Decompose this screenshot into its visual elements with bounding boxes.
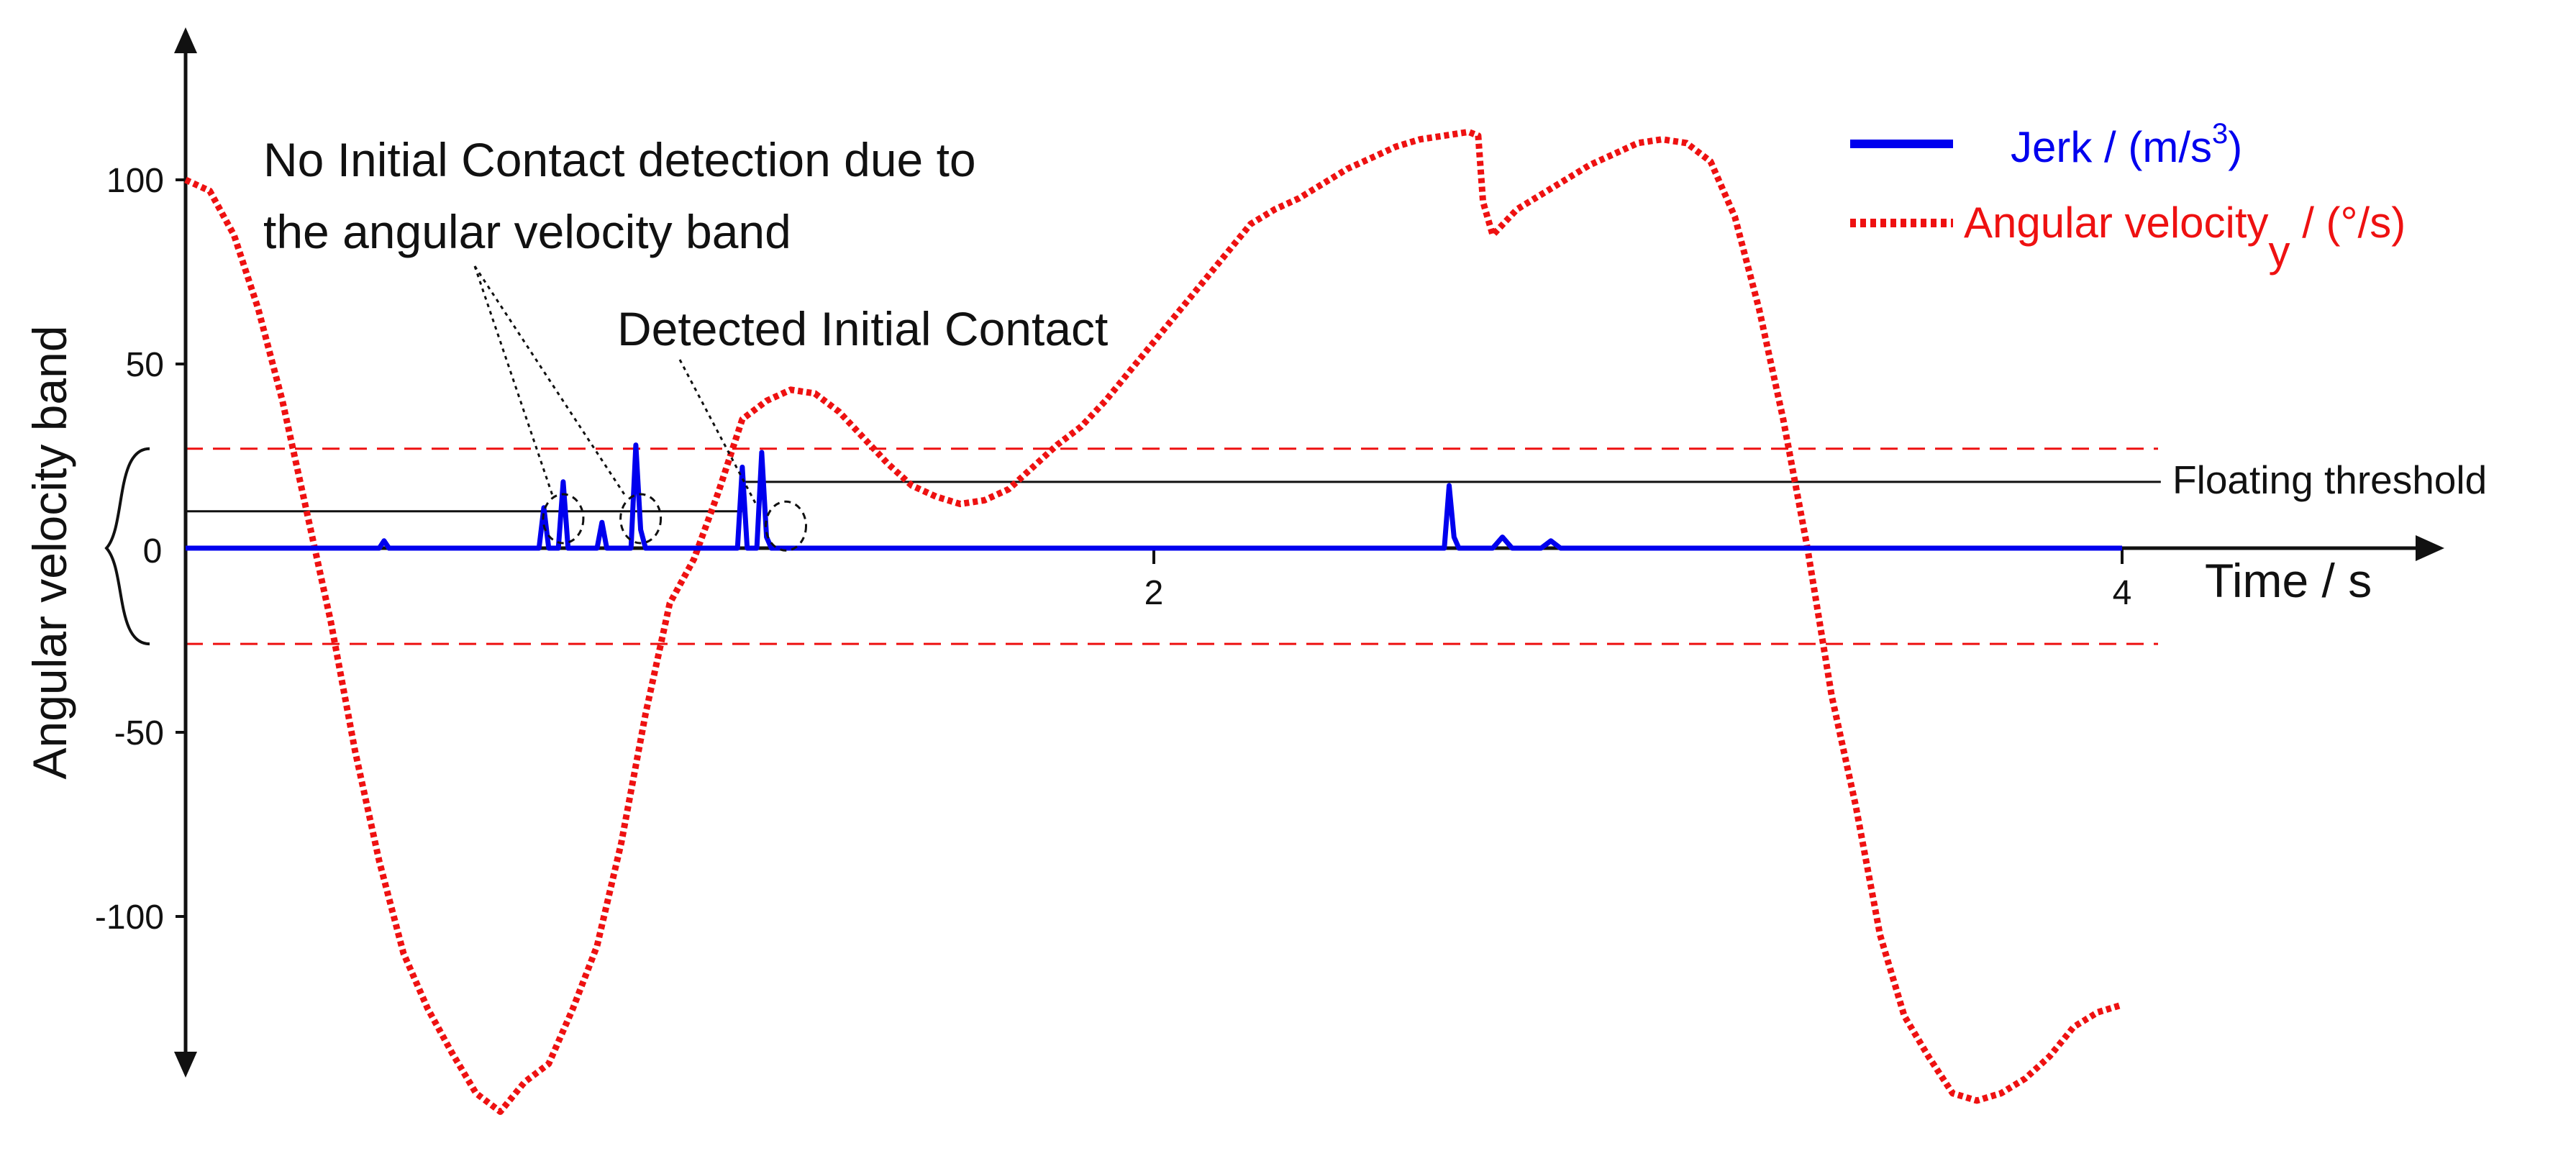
legend: Jerk / (m/s3) Angular velocityy / (°/s) [1850, 118, 2406, 276]
circle-no-ic-2 [619, 493, 663, 545]
y-tick-label: -50 [114, 714, 164, 752]
x-tick-label: 2 [1144, 574, 1164, 612]
floating-threshold-lines [186, 481, 2161, 513]
leader-no-ic-1 [473, 265, 555, 499]
band-lines [104, 447, 2158, 646]
series-line-jerk [186, 442, 2122, 551]
leader-detected-ic [678, 359, 758, 506]
circle-no-ic-1 [542, 493, 585, 545]
band-brace [104, 447, 150, 646]
x-tick-label: 4 [2113, 574, 2132, 612]
leader-no-ic-2 [473, 265, 627, 498]
floating-threshold-label: Floating threshold [2172, 458, 2487, 502]
y-tick-label: 100 [106, 162, 164, 200]
annotation-no-ic-line-2: the angular velocity band [263, 205, 791, 258]
y-tick-label: -100 [95, 898, 164, 937]
circle-detected-ic [765, 500, 808, 552]
y-axis-arrow-bottom [174, 1052, 197, 1078]
y-axis-arrow-top [174, 27, 197, 53]
x-axis-arrow [2416, 535, 2444, 561]
y-axis-label: Angular velocity band [23, 325, 76, 779]
y-tick-label: 50 [126, 346, 164, 384]
series-layer [184, 128, 2124, 1115]
annotation-detected-ic: Detected Initial Contact [617, 302, 1108, 355]
legend-jerk-label: Jerk / (m/s3) [2011, 118, 2242, 171]
zero-tick-label: 0 [143, 532, 163, 570]
legend-angular-label: Angular velocityy / (°/s) [1964, 199, 2406, 276]
x-axis-label: Time / s [2205, 554, 2372, 607]
annotation-layer [473, 265, 808, 552]
series-line-angular-velocity [184, 128, 2124, 1115]
annotation-no-ic-line-1: No Initial Contact detection due to [263, 133, 976, 186]
